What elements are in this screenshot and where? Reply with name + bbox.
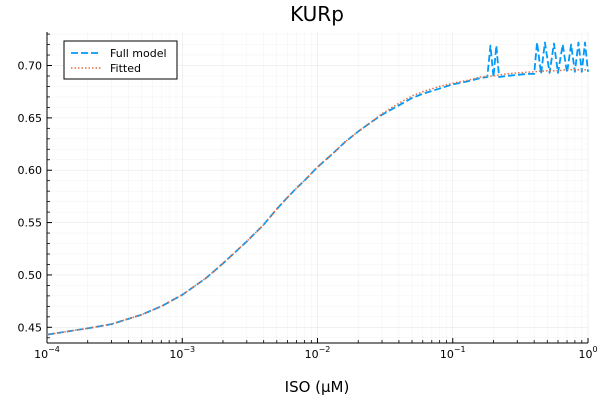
y-tick-label: 0.60 (18, 164, 43, 177)
x-tick-labels: 10−4 10−3 10−2 10−1 100 (34, 345, 597, 361)
series-line-fitted (46, 68, 588, 336)
x-tick-label: 10−3 (169, 345, 195, 361)
x-tick-label-exponent: −2 (319, 345, 331, 354)
x-tick-label: 10−4 (34, 345, 60, 361)
legend: Full model Fitted (63, 40, 178, 80)
x-tick-label-base: 10 (305, 348, 319, 361)
x-tick-label: 100 (578, 345, 597, 361)
y-tick-label: 0.55 (18, 217, 43, 230)
y-tick-labels: 0.45 0.50 0.55 0.60 0.65 0.70 (18, 60, 43, 335)
x-tick-label: 10−1 (440, 345, 466, 361)
x-tick-label-exponent: −1 (454, 345, 466, 354)
x-tick-label-base: 10 (578, 348, 592, 361)
x-tick-label-base: 10 (34, 348, 48, 361)
y-tick-label: 0.65 (18, 112, 43, 125)
axes (46, 32, 589, 344)
x-tick-label-exponent: 0 (592, 345, 597, 354)
legend-label-full-model: Full model (110, 47, 167, 60)
y-tick-label: 0.70 (18, 60, 43, 73)
series-lines (46, 41, 589, 336)
legend-box (63, 40, 178, 80)
x-axis-label: ISO (μM) (285, 378, 350, 396)
grid (46, 32, 589, 343)
y-tick-label: 0.45 (18, 321, 43, 334)
x-tick-label-exponent: −4 (48, 345, 60, 354)
x-tick-label-base: 10 (169, 348, 183, 361)
chart-title: KURp (290, 2, 344, 26)
legend-label-fitted: Fitted (110, 62, 141, 75)
x-tick-label: 10−2 (305, 345, 331, 361)
x-tick-label-exponent: −3 (183, 345, 195, 354)
series-line-full-model (46, 41, 589, 336)
x-tick-label-base: 10 (440, 348, 454, 361)
y-tick-label: 0.50 (18, 269, 43, 282)
